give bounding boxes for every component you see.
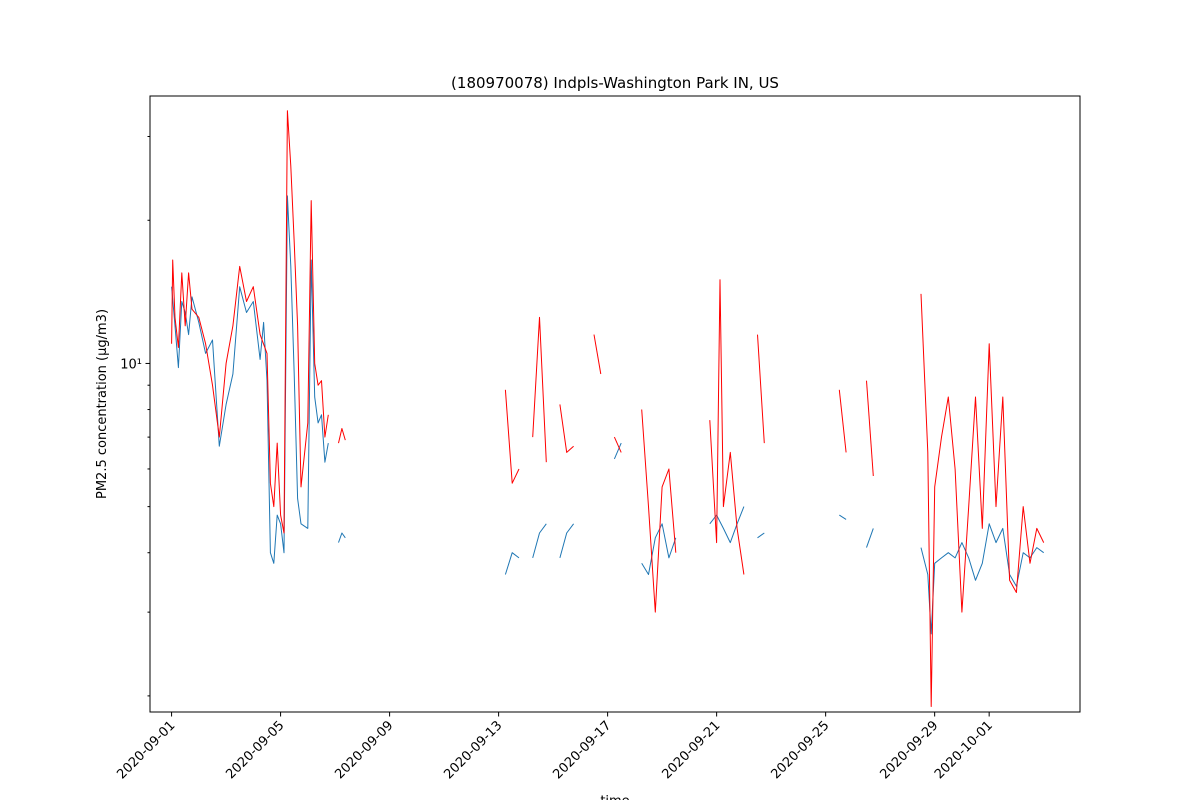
series-1-line-segment-3	[504, 552, 520, 575]
series-2-line-segment-2	[338, 428, 346, 444]
series-2-line-segment-11	[838, 389, 847, 453]
x-ticks: 2020-09-01 2020-09-05 2020-09-09 2020-09-13…	[114, 712, 996, 782]
x-tick-label: 2020-09-21	[659, 718, 723, 782]
series-layer	[171, 110, 1045, 707]
series-1-line-segment-7	[641, 523, 677, 575]
series-2-line-segment-4	[532, 316, 547, 463]
series-2-line-segment-13	[920, 293, 1045, 707]
series-1-line-segment-9	[757, 532, 765, 539]
x-tick-label: 2020-09-09	[332, 718, 396, 782]
chart-title: (180970078) Indpls-Washington Park IN, U…	[451, 74, 779, 92]
plot-frame	[149, 95, 1081, 713]
x-tick-label: 2020-09-13	[441, 718, 505, 782]
x-tick-label: 2020-09-01	[114, 718, 178, 782]
series-2-line-segment-1	[171, 110, 329, 534]
x-tick-label: 2020-09-25	[768, 718, 832, 782]
series-2-line-segment-7	[613, 436, 622, 453]
series-1-line-segment-5	[559, 523, 574, 559]
series-1-line-segment-4	[532, 523, 547, 559]
series-2-line-segment-9	[709, 279, 745, 575]
y-ticks: 10¹	[120, 136, 150, 697]
y-tick-label: 10¹	[120, 357, 142, 372]
series-2-line-segment-6	[593, 334, 602, 375]
y-axis-label: PM2.5 concentration (µg/m3)	[95, 309, 110, 499]
series-1-line-segment-10	[839, 514, 847, 520]
series-2-line-segment-12	[866, 380, 874, 477]
x-axis-label: time	[600, 794, 629, 800]
series-1-line-segment-1	[171, 195, 329, 564]
series-2-line-segment-3	[504, 389, 520, 484]
series-2-line-segment-10	[757, 334, 765, 444]
x-tick-label: 2020-09-17	[550, 718, 614, 782]
series-1-line-segment-2	[338, 532, 346, 543]
x-tick-label: 2020-10-01	[932, 718, 996, 782]
series-1-line-segment-6	[613, 442, 622, 460]
series-2-line-segment-5	[559, 404, 574, 453]
x-tick-label: 2020-09-05	[223, 718, 287, 782]
series-1-line-segment-12	[920, 523, 1044, 635]
series-2-line-segment-8	[641, 409, 677, 613]
series-1-line-segment-11	[866, 528, 874, 548]
